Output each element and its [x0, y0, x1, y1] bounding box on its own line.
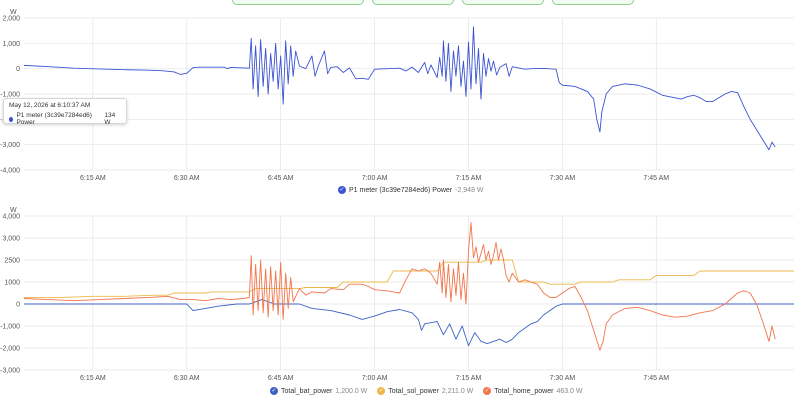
tooltip-series-dot — [9, 116, 14, 122]
tooltip-timestamp: May 12, 2026 at 6:10:37 AM — [9, 102, 91, 109]
power-chart-totals: W4,000 3,000 2500 1000 0 -1,000 -2,000 -3,000 6:… — [0, 207, 794, 382]
legend-series-name: P1 meter (3c39e7284ed6) Power — [349, 186, 453, 194]
x-tick-label: 7:15 AM — [456, 375, 482, 382]
legend-item[interactable]: ✓ Total_bat_power 1,200.0 W — [270, 387, 367, 395]
tooltip: May 12, 2026 at 6:10:37 AM P1 meter (3c3… — [3, 98, 127, 126]
legend-check-icon: ✓ — [377, 387, 386, 395]
power-chart-p1: W2,0001,0000-1,000-2,000-3,000-4,0006:15… — [0, 9, 794, 182]
unit-label: W — [10, 9, 17, 16]
y-tick-label: 4,000 — [2, 214, 20, 221]
y-tick-label: -3,000 — [0, 142, 20, 149]
series-line-0 — [23, 26, 776, 151]
y-tick-label: 1,000 — [2, 41, 20, 48]
x-tick-label: 6:30 AM — [174, 175, 200, 182]
y-tick-label: -1,000 — [0, 324, 20, 331]
legend-item[interactable]: ✓ Total_home_power 463.0 W — [483, 387, 583, 395]
x-tick-label: 7:30 AM — [550, 175, 576, 182]
y-tick-label: 0 — [16, 66, 20, 73]
tooltip-series-name: P1 meter (3c39e7284ed6) Power — [16, 112, 92, 126]
legend-check-icon: ✓ — [338, 186, 346, 194]
x-tick-label: 7:45 AM — [643, 175, 669, 182]
series-line-2 — [23, 222, 776, 351]
legend-check-icon: ✓ — [483, 387, 492, 395]
legend-item[interactable]: ✓ Total_sol_power 2,211.0 W — [377, 387, 473, 395]
unit-label: W — [10, 207, 17, 214]
legend-item[interactable]: ✓ P1 meter (3c39e7284ed6) Power -2,948 W — [338, 186, 484, 194]
legend-series-value: -2,948 W — [455, 186, 484, 194]
y-tick-label: 3,000 — [2, 236, 20, 243]
legend-series-name: Total_sol_power — [388, 387, 439, 395]
x-tick-label: 7:45 AM — [643, 375, 669, 382]
x-tick-label: 6:15 AM — [80, 375, 106, 382]
legend-p1: ✓ P1 meter (3c39e7284ed6) Power -2,948 W — [338, 186, 484, 194]
x-tick-label: 6:30 AM — [174, 375, 200, 382]
y-tick-label: -2,000 — [0, 346, 20, 353]
x-tick-label: 7:30 AM — [550, 375, 576, 382]
x-tick-label: 7:00 AM — [362, 375, 388, 382]
legend-series-name: Total_bat_power — [281, 387, 333, 395]
legend-series-value: 1,200.0 W — [335, 387, 368, 395]
x-tick-label: 7:15 AM — [456, 175, 482, 182]
legend-series-value: 463.0 W — [556, 387, 583, 395]
tooltip-value: 134 W — [104, 112, 116, 126]
y-tick-label: 2500 — [4, 258, 20, 265]
legend-series-value: 2,211.0 W — [441, 387, 474, 395]
legend-check-icon: ✓ — [270, 387, 278, 395]
y-tick-label: -1,000 — [0, 92, 20, 99]
legend-series-name: Total_home_power — [494, 387, 554, 395]
y-tick-label: 2,000 — [2, 16, 20, 23]
x-tick-label: 7:00 AM — [362, 175, 388, 182]
y-tick-label: -4,000 — [0, 168, 20, 175]
y-tick-label: -3,000 — [0, 368, 20, 375]
x-tick-label: 6:45 AM — [268, 175, 294, 182]
y-tick-label: 0 — [16, 302, 20, 309]
series-line-0 — [24, 299, 794, 347]
legend-totals: ✓ Total_bat_power 1,200.0 W ✓ Total_sol_powe… — [270, 387, 583, 395]
y-tick-label: 1000 — [4, 280, 20, 287]
x-tick-label: 6:45 AM — [268, 375, 294, 382]
series-line-1 — [24, 259, 794, 298]
x-tick-label: 6:15 AM — [80, 175, 106, 182]
